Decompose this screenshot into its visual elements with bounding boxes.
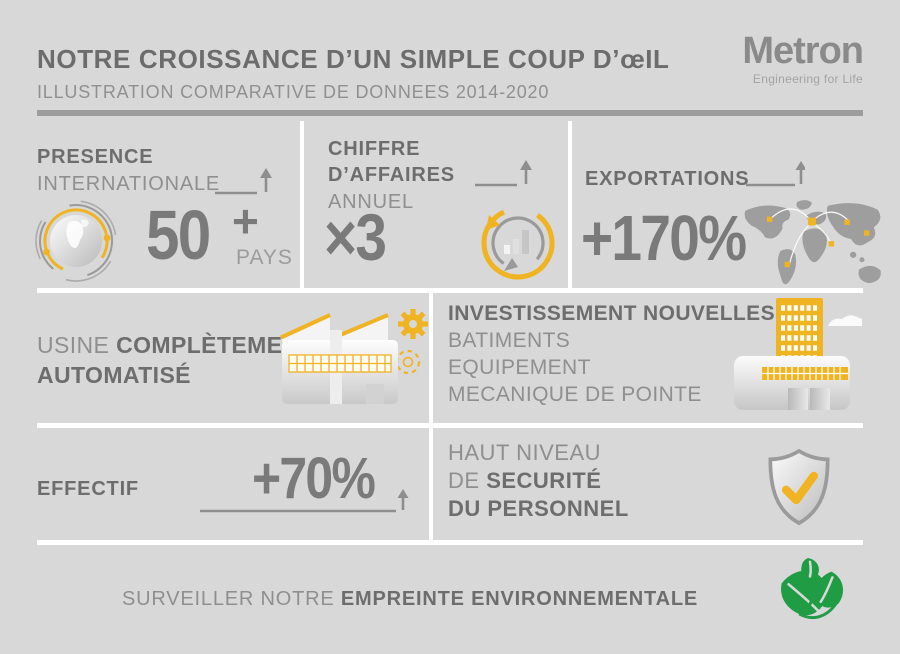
chiffre-value: ×3 bbox=[324, 200, 387, 274]
divider-v3 bbox=[429, 293, 433, 423]
globe-icon bbox=[35, 200, 117, 282]
effectif-underline-arrow-icon bbox=[200, 489, 409, 513]
logo-wordmark: Metron bbox=[742, 30, 864, 72]
securite-line1: HAUT NIVEAU bbox=[448, 440, 602, 465]
gear-outline-icon bbox=[395, 349, 421, 375]
page-title: NOTRE CROISSANCE D’UN SIMPLE COUP D’œIL bbox=[37, 44, 670, 74]
investissement-line-3: MECANIQUE DE POINTE bbox=[448, 383, 702, 406]
chiffre-title-line1: CHIFFRE bbox=[328, 138, 421, 160]
header-rule bbox=[37, 110, 863, 116]
growth-arrow-icon bbox=[746, 161, 805, 187]
securite-line3: DU PERSONNEL bbox=[448, 496, 629, 521]
logo-tagline: Engineering for Life bbox=[752, 72, 863, 86]
divider-v1 bbox=[300, 121, 304, 288]
securite-line2-light: DE bbox=[448, 468, 480, 493]
footer-text: SURVEILLER NOTRE EMPREINTE ENVIRONNEMENT… bbox=[0, 588, 820, 611]
presence-value: 50 bbox=[146, 196, 211, 274]
exportations-value: +170% bbox=[581, 202, 747, 274]
usine-light: USINE bbox=[37, 332, 110, 358]
presence-title-bold: PRESENCE bbox=[37, 146, 154, 168]
investissement-line-2: EQUIPEMENT bbox=[448, 356, 591, 379]
exportations-title: EXPORTATIONS bbox=[585, 168, 750, 190]
world-map-icon bbox=[744, 200, 881, 285]
footer-bold: EMPREINTE ENVIRONNEMENTALE bbox=[340, 588, 698, 610]
securite-line2: DE SECURITÉ bbox=[448, 468, 601, 494]
factory-gears-icon bbox=[280, 309, 428, 404]
divider-h1 bbox=[37, 288, 863, 293]
usine-text-line1: USINE COMPLÈTEMENT bbox=[37, 330, 314, 360]
building-icon bbox=[734, 298, 862, 410]
chiffre-title-line3: ANNUEL bbox=[328, 191, 414, 213]
usine-bold2: AUTOMATISÉ bbox=[37, 362, 191, 388]
presence-title-light: INTERNATIONALE bbox=[37, 173, 221, 195]
company-logo: Metron Engineering for Life bbox=[742, 30, 864, 86]
footer-light: SURVEILLER NOTRE bbox=[122, 588, 335, 610]
divider-v2 bbox=[568, 121, 572, 288]
investissement-title: INVESTISSEMENT NOUVELLES bbox=[448, 302, 775, 325]
effectif-title: EFFECTIF bbox=[37, 478, 139, 500]
revenue-cycle-icon bbox=[481, 206, 555, 280]
growth-arrow-icon bbox=[475, 160, 532, 187]
page-subtitle: ILLUSTRATION COMPARATIVE DE DONNEES 2014… bbox=[37, 82, 550, 102]
divider-h3 bbox=[37, 540, 863, 545]
divider-h2 bbox=[37, 423, 863, 428]
leaf-icon bbox=[781, 557, 844, 619]
effectif-value: +70% bbox=[252, 446, 376, 511]
presence-unit: PAYS bbox=[236, 246, 293, 269]
chiffre-title-line2: D’AFFAIRES bbox=[328, 164, 455, 186]
shield-check-icon bbox=[768, 448, 830, 526]
gear-icon bbox=[398, 309, 428, 339]
securite-line2-bold: SECURITÉ bbox=[486, 468, 602, 493]
growth-arrow-icon bbox=[215, 168, 272, 195]
investissement-line-1: BATIMENTS bbox=[448, 329, 571, 352]
presence-plus: + bbox=[232, 195, 259, 247]
divider-v4 bbox=[429, 428, 433, 540]
